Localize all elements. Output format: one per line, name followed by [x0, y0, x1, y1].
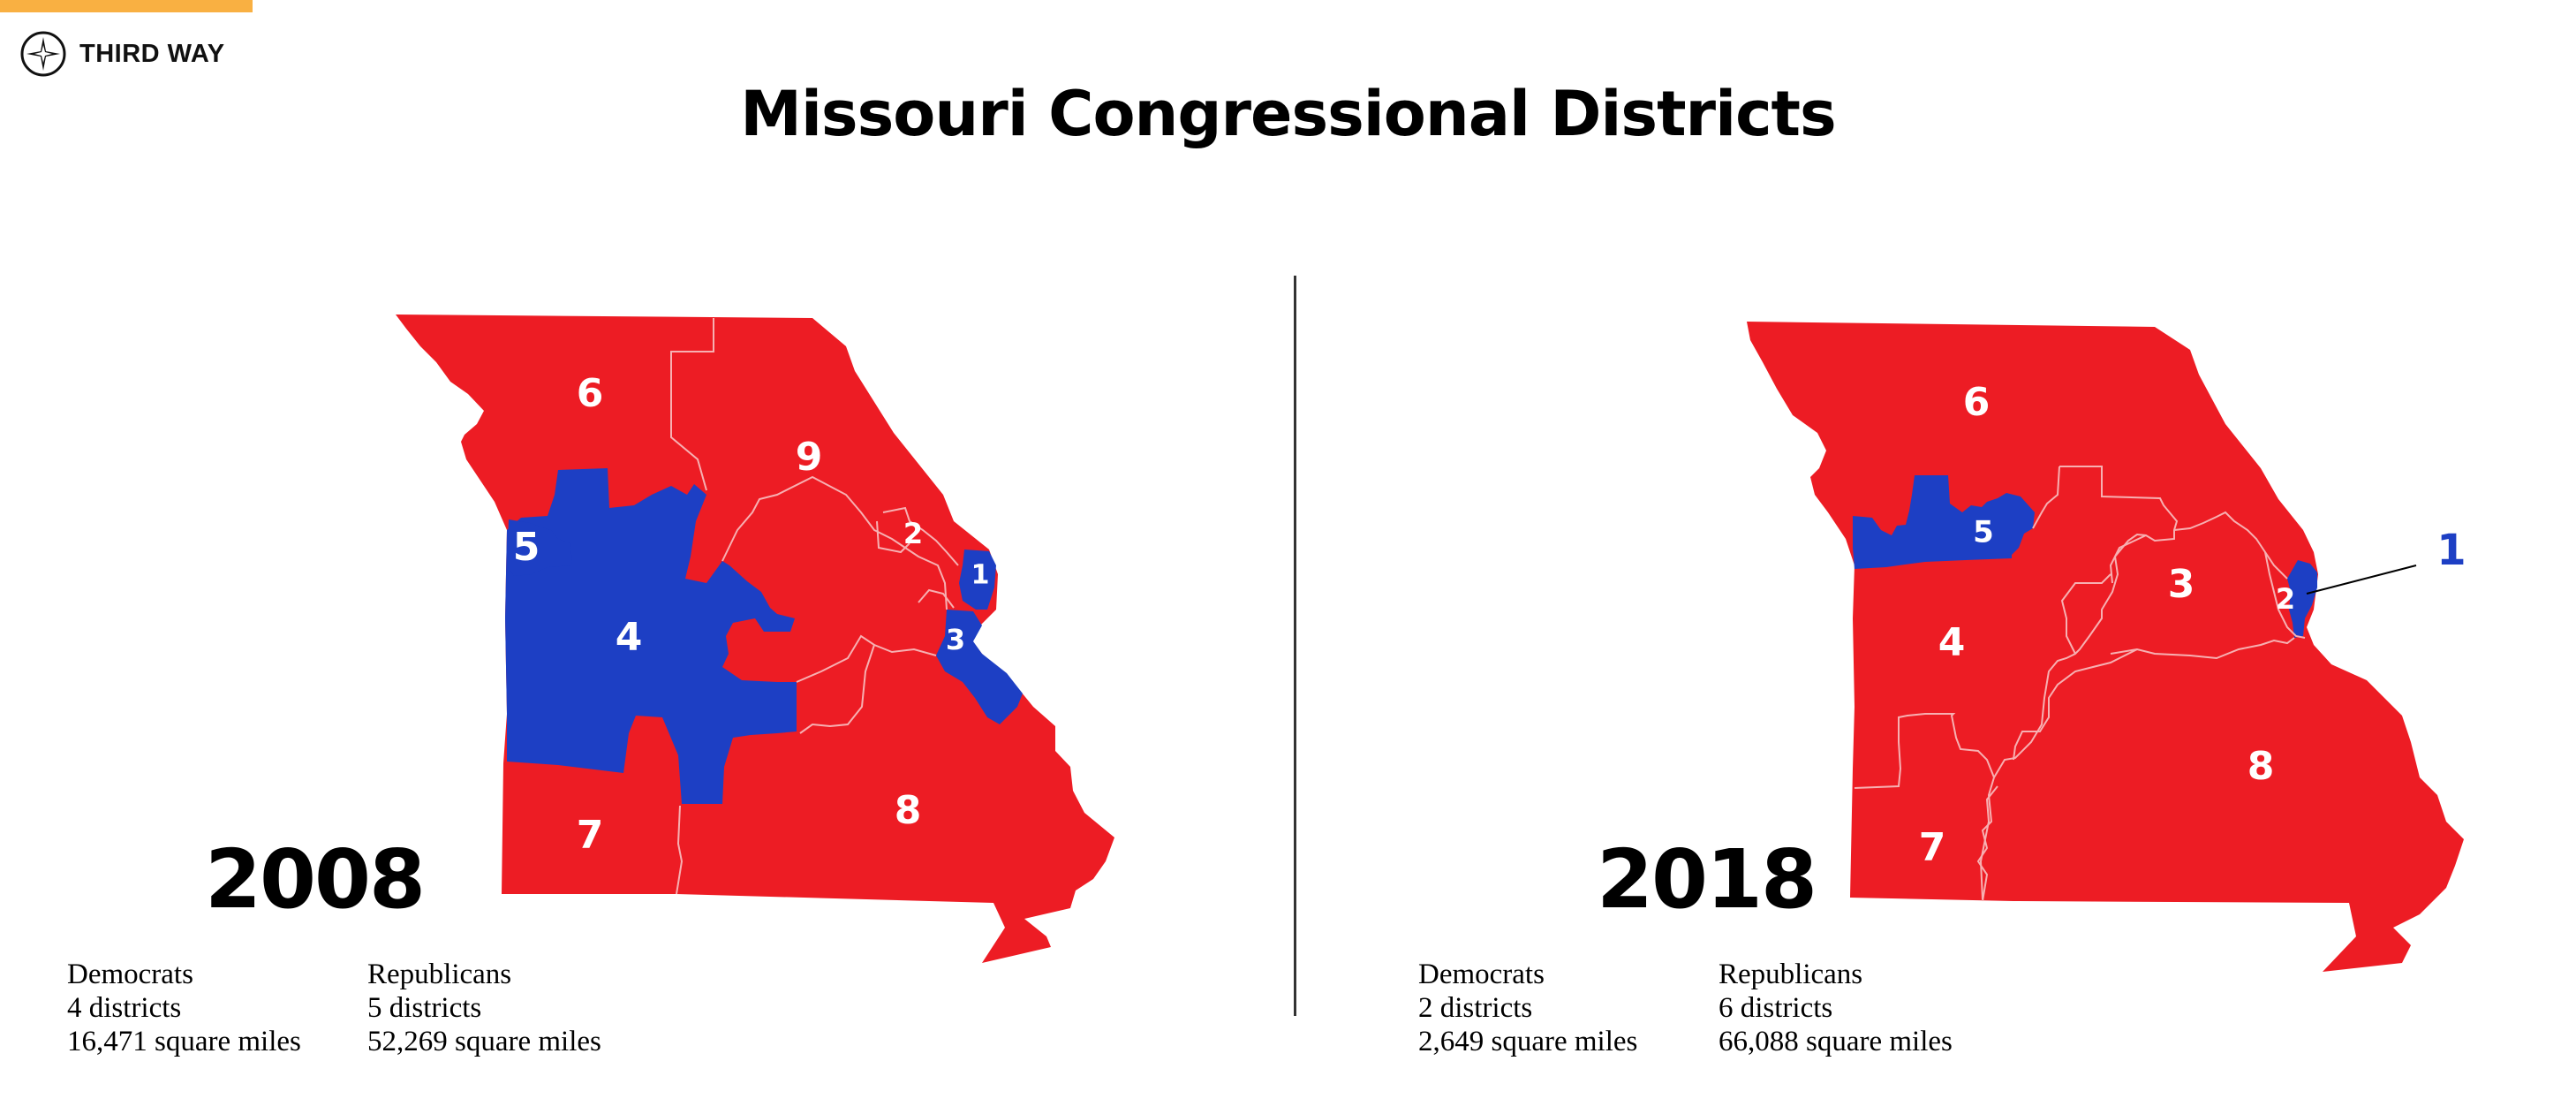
district-region	[959, 549, 996, 610]
district-region	[505, 468, 797, 804]
stats-heading: Republicans	[1719, 959, 1863, 990]
stats-area: 16,471 square miles	[67, 1026, 301, 1057]
stats-heading: Democrats	[67, 959, 193, 990]
stats-democrats-2018: Democrats 2 districts 2,649 square miles	[1418, 958, 1637, 1058]
district-region	[936, 610, 1023, 724]
stats-democrats-2008: Democrats 4 districts 16,471 square mile…	[67, 958, 301, 1058]
district-region	[1853, 475, 2035, 569]
district-region	[1747, 322, 2464, 972]
stats-districts: 4 districts	[67, 992, 182, 1024]
stats-districts: 5 districts	[367, 992, 482, 1024]
stats-heading: Democrats	[1418, 959, 1545, 990]
page-title: Missouri Congressional Districts	[740, 78, 1836, 150]
stats-area: 66,088 square miles	[1719, 1026, 1953, 1057]
district-region	[2287, 560, 2317, 638]
stats-republicans-2008: Republicans 5 districts 52,269 square mi…	[367, 958, 601, 1058]
district-borders	[1854, 466, 2306, 902]
year-label-2008: 2008	[205, 832, 426, 927]
stats-republicans-2018: Republicans 6 districts 66,088 square mi…	[1719, 958, 1953, 1058]
brand-name: THIRD WAY	[79, 39, 225, 68]
district-1-callout-line	[2306, 565, 2417, 595]
compass-icon	[20, 31, 66, 77]
divider	[1294, 276, 1296, 1016]
stats-districts: 2 districts	[1418, 992, 1533, 1024]
brand-logo: THIRD WAY	[19, 30, 225, 78]
district-borders	[670, 318, 959, 895]
stats-districts: 6 districts	[1719, 992, 1833, 1024]
stats-area: 2,649 square miles	[1418, 1026, 1638, 1057]
stats-area: 52,269 square miles	[367, 1026, 601, 1057]
year-label-2018: 2018	[1597, 832, 1817, 927]
district-region	[507, 519, 572, 576]
stats-heading: Republicans	[367, 959, 512, 990]
brand-accent-bar	[0, 0, 253, 12]
